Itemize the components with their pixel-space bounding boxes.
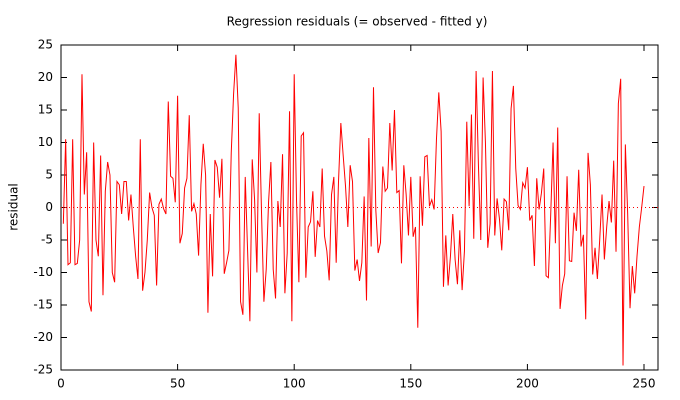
y-tick-label: 15 — [38, 103, 53, 117]
y-tick-label: 0 — [45, 200, 53, 214]
y-tick-label: -10 — [33, 265, 53, 279]
x-tick-label: 250 — [633, 377, 656, 391]
y-tick-label: -25 — [33, 363, 53, 377]
x-tick-label: 50 — [170, 377, 185, 391]
y-tick-label: -5 — [41, 233, 53, 247]
residual-line — [62, 54, 645, 366]
y-tick-label: 25 — [38, 38, 53, 52]
x-tick-label: 150 — [399, 377, 422, 391]
x-tick-label: 0 — [57, 377, 65, 391]
y-tick-label: -20 — [33, 330, 53, 344]
plot-frame — [60, 44, 659, 371]
x-tick-label: 100 — [283, 377, 306, 391]
y-axis-label: residual — [7, 183, 21, 231]
y-tick-label: 20 — [38, 70, 53, 84]
x-tick-label: 200 — [516, 377, 539, 391]
y-tick-label: 5 — [45, 168, 53, 182]
chart-title: Regression residuals (= observed - fitte… — [227, 15, 488, 29]
y-tick-label: -15 — [33, 298, 53, 312]
y-tick-label: 10 — [38, 135, 53, 149]
